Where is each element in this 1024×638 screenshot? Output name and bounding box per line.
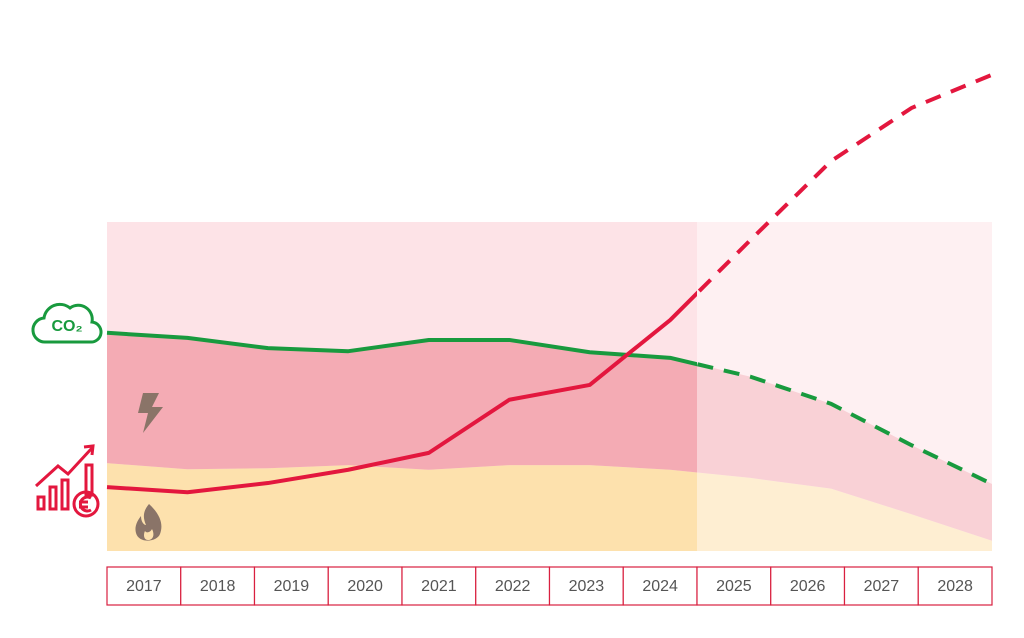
forecast-overlay: [697, 40, 992, 551]
x-tick-label: 2022: [495, 578, 531, 595]
co2-label: CO₂: [51, 318, 82, 335]
x-tick-label: 2021: [421, 578, 457, 595]
energy-area: [107, 463, 992, 551]
x-tick-label: 2023: [569, 578, 605, 595]
x-tick-label: 2019: [274, 578, 310, 595]
year-cell: [917, 566, 993, 606]
year-cell: [401, 566, 477, 606]
x-tick-label: 2018: [200, 578, 236, 595]
x-tick-label: 2026: [790, 578, 826, 595]
x-tick-label: 2025: [716, 578, 752, 595]
year-cell: [106, 566, 182, 606]
year-cell: [327, 566, 403, 606]
line-actual: [106, 330, 697, 367]
x-tick-label: 2017: [126, 578, 162, 595]
x-tick-label: 2020: [347, 578, 383, 595]
year-cell: [843, 566, 919, 606]
year-cell: [770, 566, 846, 606]
year-cell: [696, 566, 772, 606]
x-tick-label: 2024: [642, 578, 678, 595]
x-tick-label: 2028: [937, 578, 973, 595]
year-cell: [180, 566, 256, 606]
cost-icon: [34, 444, 100, 518]
co2-icon: [31, 302, 103, 344]
x-tick-label: 2027: [864, 578, 900, 595]
year-cell: [548, 566, 624, 606]
flame-icon: [135, 504, 162, 541]
year-cell: [253, 566, 329, 606]
line-actual: [106, 290, 697, 495]
lightning-icon: [138, 393, 163, 433]
electricity-area: [107, 332, 992, 541]
year-cell: [622, 566, 698, 606]
line-forecast: [697, 72, 993, 297]
